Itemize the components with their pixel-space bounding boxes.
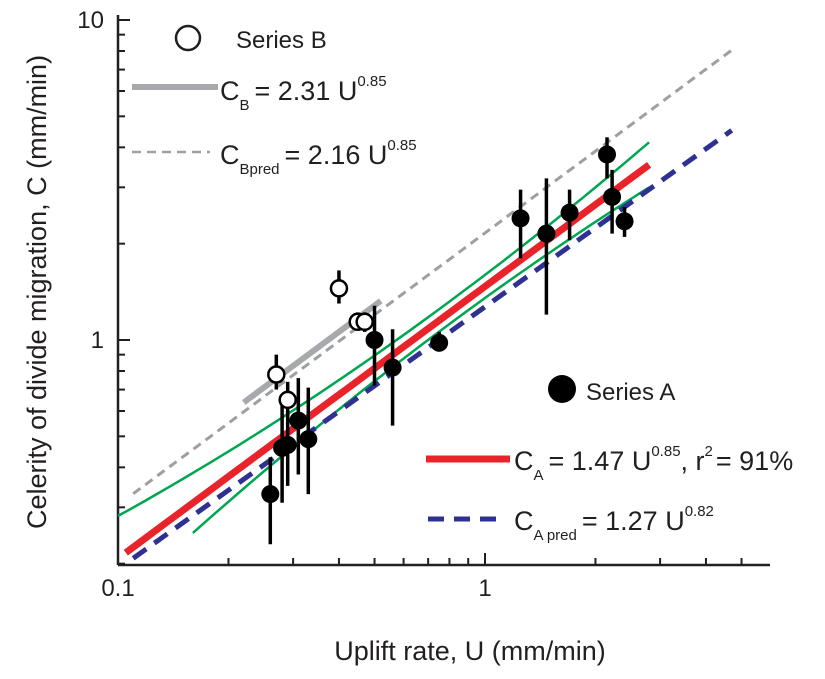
series-b-point — [355, 312, 374, 332]
x-axis-title: Uplift rate, U (mm/min) — [334, 636, 606, 666]
cbpred-c: C — [220, 140, 240, 170]
cb-c: C — [220, 76, 240, 106]
y-axis: 1 10 — [77, 7, 130, 565]
legend-ca-fit: CA = 1.47 U0.85, r2 = 91% — [426, 443, 793, 484]
series-a-point — [383, 358, 402, 377]
series-a-point — [603, 187, 622, 206]
series-a-point — [299, 430, 318, 449]
cb-sub: B — [240, 97, 250, 114]
legend-series-b-label: Series B — [236, 27, 327, 54]
ca-r2-eq: = 91% — [716, 446, 793, 476]
series-a-point — [615, 212, 634, 231]
cbpred-sub: Bpred — [240, 161, 280, 178]
legend-series-a-label: Series A — [586, 379, 675, 406]
series-a-point — [537, 224, 556, 243]
legend-cb-fit-formula: CB = 2.31 U0.85 — [220, 73, 387, 114]
series-a-point — [430, 333, 449, 352]
legend-series-a: Series A — [548, 375, 675, 406]
ca-sub: A — [534, 467, 544, 484]
series-a-point — [278, 435, 297, 454]
ca-r2-exp: 2 — [705, 443, 713, 460]
ca-r2-prefix: , r — [681, 446, 705, 476]
capred-exp: 0.82 — [685, 503, 714, 520]
legend-cbpred-formula: CBpred = 2.16 U0.85 — [220, 137, 417, 178]
cb-exp: 0.85 — [357, 73, 386, 90]
legend-cbpred: CBpred = 2.16 U0.85 — [132, 137, 417, 178]
series-a-point — [598, 145, 617, 164]
cbpred-eq: = 2.16 U — [285, 140, 388, 170]
capred-c: C — [514, 506, 534, 536]
series-a-point — [365, 331, 384, 349]
ca-c: C — [514, 446, 534, 476]
capred-eq: = 1.27 U — [582, 506, 685, 536]
series-b-point — [329, 279, 349, 298]
y-tick-label: 10 — [77, 7, 104, 34]
legend-cb-fit: CB = 2.31 U0.85 — [132, 73, 387, 114]
series-b-point — [278, 390, 297, 410]
y-tick-label: 1 — [91, 327, 104, 354]
ca-exp: 0.85 — [651, 443, 680, 460]
fit-line-c-a-upper-confidence — [117, 141, 650, 517]
cbpred-exp: 0.85 — [387, 137, 416, 154]
cb-eq: = 2.31 U — [255, 76, 358, 106]
x-axis: 0.1 1 — [101, 553, 770, 602]
y-axis-title: Celerity of divide migration, C (mm/min) — [22, 55, 52, 529]
series-a-point — [261, 485, 280, 504]
capred-sub: A pred — [534, 527, 577, 544]
legend-capred: CA pred = 1.27 U0.82 — [428, 503, 714, 544]
series-a-point — [511, 209, 530, 228]
legend-series-b-marker — [174, 24, 202, 52]
series-a-point — [560, 203, 579, 222]
series-b-point — [267, 365, 286, 384]
x-tick-label: 0.1 — [101, 575, 134, 602]
fit-line-c-bpred — [132, 48, 733, 495]
x-tick-label: 1 — [478, 575, 491, 602]
fit-line-c-a-fit — [123, 161, 652, 556]
legend-series-b: Series B — [174, 24, 327, 54]
legend-series-a-marker — [548, 375, 576, 403]
legend-ca-fit-formula: CA = 1.47 U0.85, r2 = 91% — [514, 443, 793, 484]
series-a-point — [289, 411, 308, 430]
legend-capred-formula: CA pred = 1.27 U0.82 — [514, 503, 714, 544]
ca-eq: = 1.47 U — [549, 446, 652, 476]
